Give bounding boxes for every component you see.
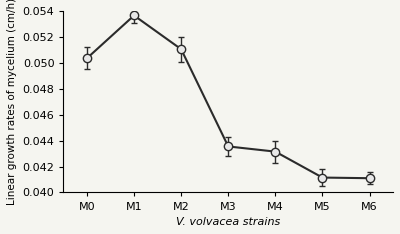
X-axis label: V. volvacea strains: V. volvacea strains: [176, 217, 280, 227]
Y-axis label: Linear growth rates of mycelium (cm/h): Linear growth rates of mycelium (cm/h): [7, 0, 17, 205]
